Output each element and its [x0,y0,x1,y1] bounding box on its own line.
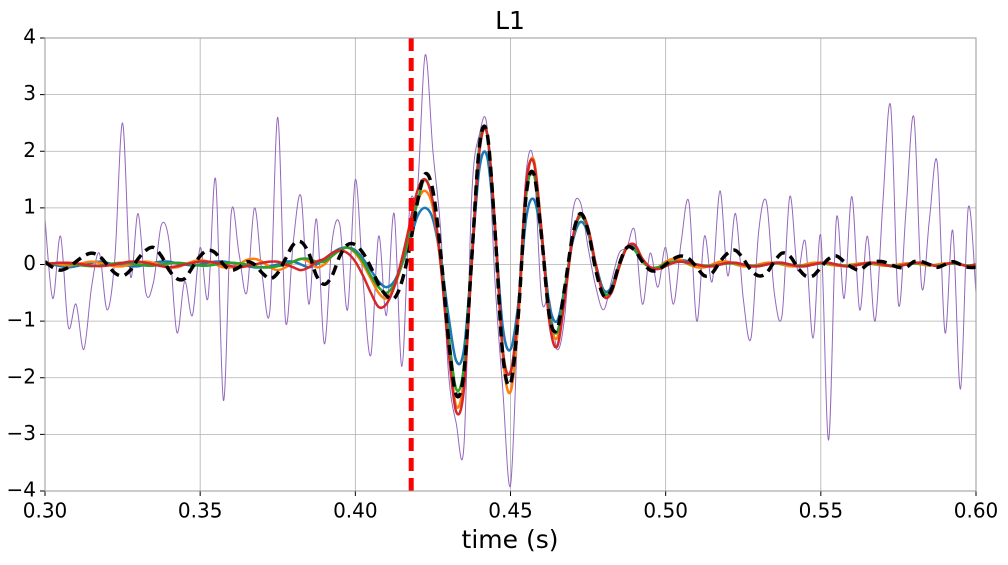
y-tick-label: 1 [23,194,36,218]
y-tick-label: 0 [23,251,36,275]
y-tick-label: 4 [23,25,36,49]
x-tick-label: 0.60 [954,499,999,523]
plot-area [45,38,976,491]
x-axis-label: time (s) [462,525,559,554]
y-tick-label: 3 [23,81,36,105]
plot-frame [44,37,977,492]
x-tick-label: 0.55 [799,499,844,523]
chart-title: L1 [495,6,525,35]
x-tick-label: 0.35 [178,499,223,523]
series-line [45,127,976,416]
x-tick-label: 0.30 [23,499,68,523]
x-tick-label: 0.40 [333,499,378,523]
y-tick-label: −4 [7,478,36,502]
y-tick-label: −1 [7,308,36,332]
x-tick-label: 0.45 [488,499,533,523]
y-tick-label: −2 [7,364,36,388]
series-line [45,54,976,488]
y-tick-label: 2 [23,138,36,162]
series-line [45,124,976,399]
y-tick-label: −3 [7,421,36,445]
x-tick-label: 0.50 [643,499,688,523]
